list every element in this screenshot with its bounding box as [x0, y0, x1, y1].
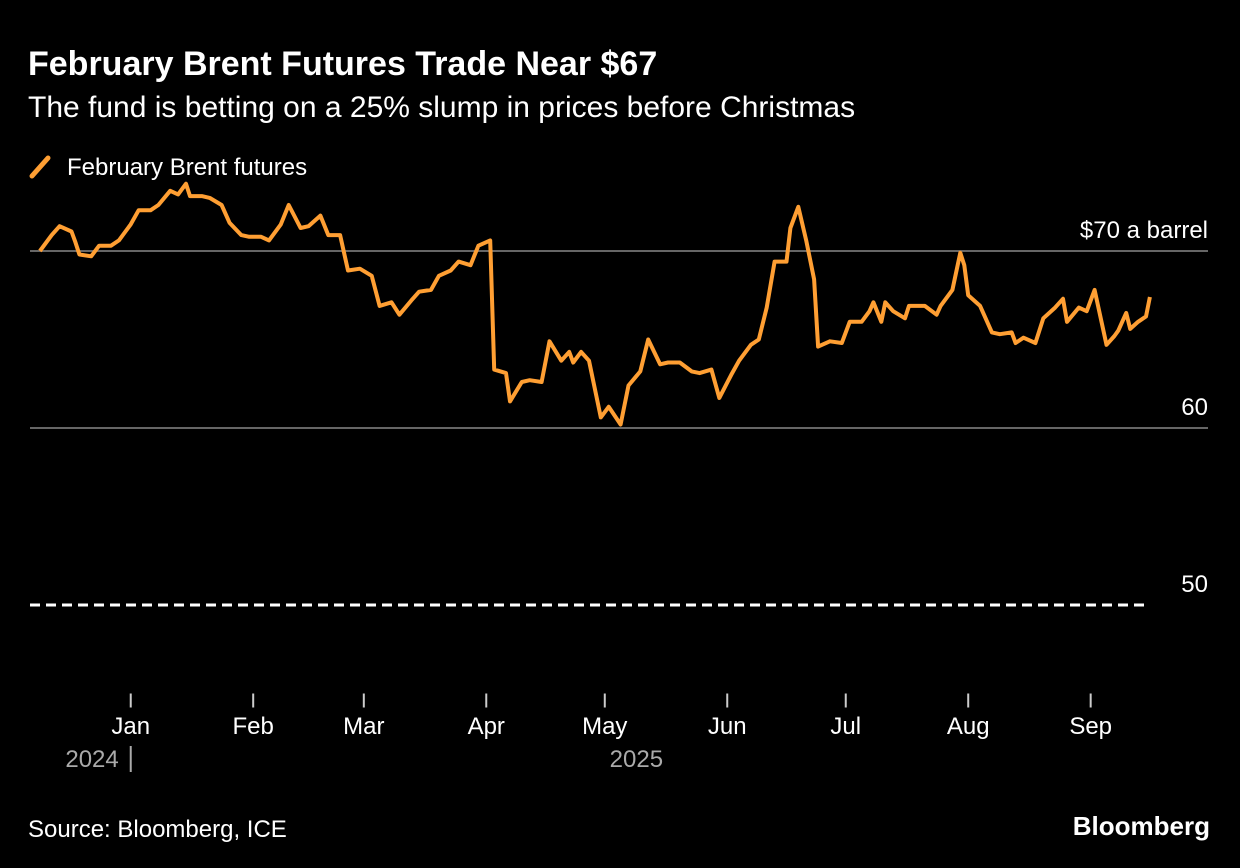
x-tick-label: Mar — [343, 713, 384, 740]
chart-title: February Brent Futures Trade Near $67 — [28, 45, 657, 83]
y-tick-label: 50 — [1181, 571, 1208, 598]
y-tick-label: 60 — [1181, 394, 1208, 421]
x-tick-label: Sep — [1069, 713, 1112, 740]
source: Source: Bloomberg, ICE — [28, 816, 287, 843]
series-line — [38, 181, 1152, 427]
year-label: 2025 — [610, 746, 663, 773]
legend-label: February Brent futures — [67, 154, 307, 181]
x-tick-label: Aug — [947, 713, 990, 740]
year-label: 2024 — [65, 746, 118, 773]
y-tick-label: $70 a barrel — [1080, 217, 1208, 244]
x-tick-label: Jul — [830, 713, 861, 740]
x-tick-label: Feb — [233, 713, 274, 740]
x-tick-label: Jan — [111, 713, 150, 740]
chart-subtitle: The fund is betting on a 25% slump in pr… — [28, 91, 855, 124]
brand: Bloomberg — [1073, 811, 1210, 841]
legend-swatch — [29, 155, 51, 179]
x-tick-label: May — [582, 713, 627, 740]
x-tick-label: Jun — [708, 713, 747, 740]
x-tick-label: Apr — [468, 713, 505, 740]
